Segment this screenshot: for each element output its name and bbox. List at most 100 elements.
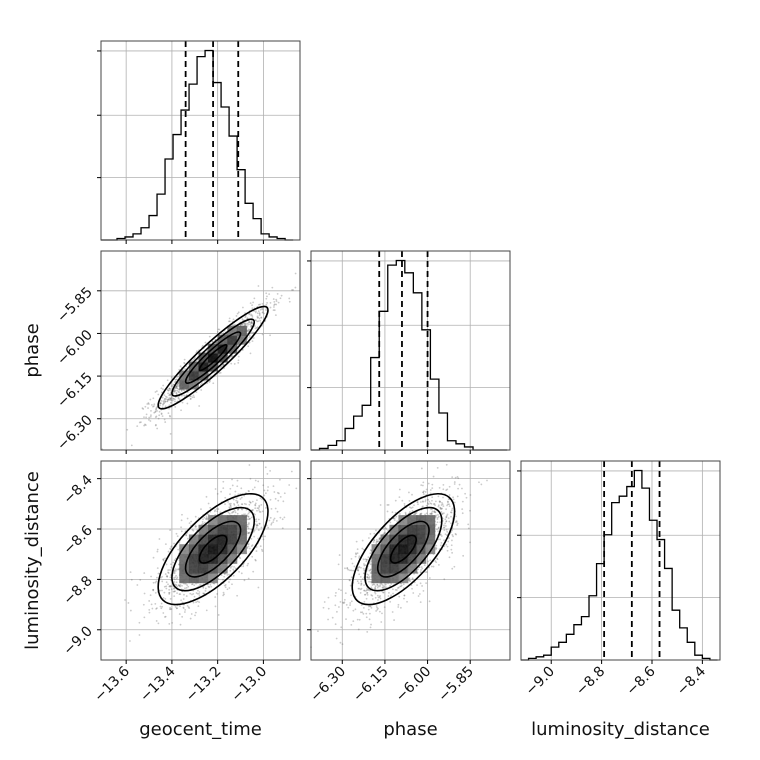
sample-point [228,317,231,320]
sample-point [425,512,428,515]
sample-point [426,502,429,505]
sample-point [434,511,436,514]
sample-point [371,594,374,597]
sample-point [179,605,181,608]
sample-point [234,323,236,326]
sample-point [156,576,158,579]
sample-point [456,495,459,498]
sample-point [246,322,249,325]
sample-point [237,359,240,362]
sample-point [359,588,362,591]
sample-point [178,585,181,587]
sample-point [365,597,368,600]
sample-point [294,272,297,275]
sample-point [362,606,365,609]
sample-point [288,297,291,300]
sample-point [247,321,250,324]
sample-point [362,567,365,570]
sample-point [359,611,362,614]
density-cell [227,515,238,526]
sample-point [229,569,232,572]
sample-point [264,466,267,469]
sample-point [251,544,254,547]
density-cell [217,515,228,526]
sample-point [262,484,265,487]
sample-point [445,463,448,466]
density-cell [179,544,190,555]
sample-point [378,537,381,540]
sample-point [168,387,171,390]
sample-point [448,505,451,508]
sample-point [246,317,249,320]
sample-point [455,520,458,522]
sample-point [354,552,357,555]
sample-point [163,399,166,402]
sample-point [243,502,246,505]
sample-point [183,394,185,397]
sample-point [173,389,176,392]
sample-point [382,584,384,587]
sample-point [359,592,362,594]
sample-point [389,600,392,603]
sample-point [366,631,369,633]
sample-point [154,411,157,413]
sample-point [403,597,405,600]
sample-point [171,621,174,624]
density-cell [380,553,391,564]
sample-point [423,490,425,493]
contour-line [184,520,242,578]
sample-point [126,428,129,431]
sample-point [439,521,442,524]
sample-point [174,400,176,403]
sample-point [250,325,253,327]
sample-point [185,394,188,396]
sample-point [275,520,278,522]
sample-point [371,598,374,600]
contour-line [157,492,269,606]
sample-point [354,555,357,558]
density-cell [208,563,219,574]
sample-point [364,590,367,592]
sample-point [180,409,182,412]
sample-point [461,508,464,511]
sample-point [347,568,350,571]
sample-point [350,569,353,572]
sample-point [441,513,444,516]
sample-point [363,564,366,567]
sample-point [169,548,172,551]
sample-point [337,563,340,566]
sample-point [362,612,365,615]
sample-point [422,589,425,592]
sample-point [248,543,250,545]
sample-point [391,511,394,514]
sample-point [154,581,157,584]
sample-point [143,572,146,574]
sample-point [258,314,261,317]
sample-point [201,520,204,523]
sample-point [327,596,330,599]
sample-point [176,387,179,390]
sample-point [181,584,183,587]
sample-point [231,323,234,326]
sample-point [398,595,401,598]
sample-point [378,610,381,613]
sample-point [129,609,132,612]
sample-point [255,310,257,312]
sample-point [456,524,459,527]
sample-point [272,309,275,312]
sample-point [450,515,452,518]
sample-point [229,502,232,505]
sample-point [282,500,285,503]
sample-point [223,575,226,578]
sample-point [165,575,168,578]
sample-point [417,568,419,571]
sample-point [196,589,199,592]
sample-point [154,391,157,393]
sample-point [281,518,284,521]
sample-point [245,503,247,506]
sample-point [283,492,286,495]
sample-point [177,584,180,586]
sample-point [258,312,261,314]
sample-point [179,365,182,368]
density-cell [217,563,228,574]
